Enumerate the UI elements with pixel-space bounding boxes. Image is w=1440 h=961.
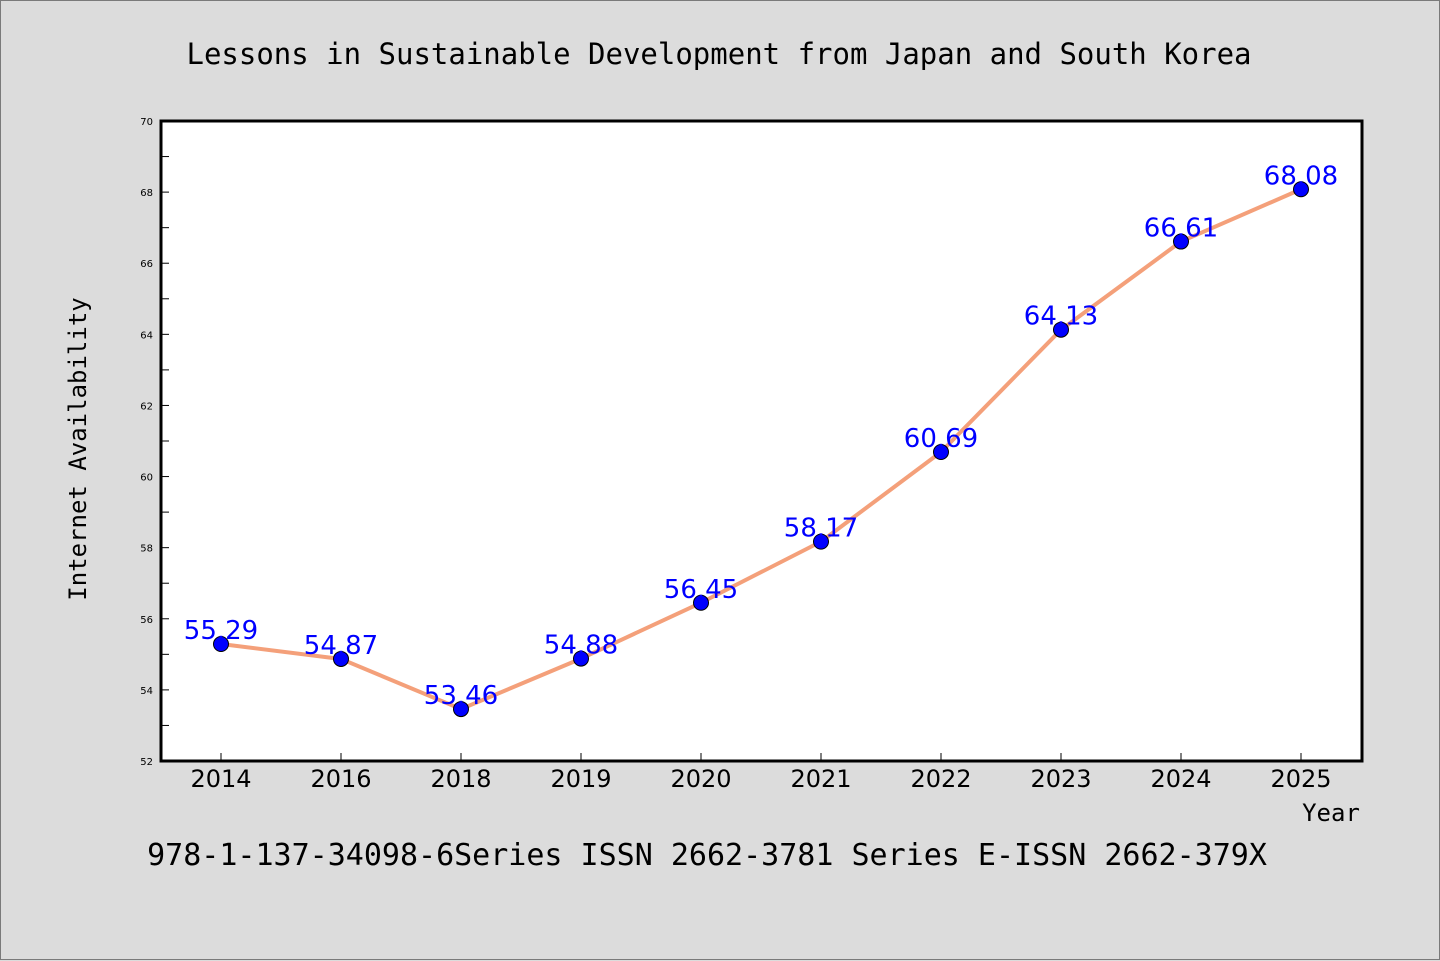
x-tick-label: 2014 xyxy=(190,765,251,793)
x-tick-label: 2024 xyxy=(1150,765,1211,793)
x-axis-label: Year xyxy=(1302,799,1360,827)
data-label: 53.46 xyxy=(424,681,498,711)
y-tick-label: 56 xyxy=(140,615,153,626)
y-tick-label: 54 xyxy=(140,686,153,697)
plot-area xyxy=(159,119,1364,763)
data-label: 54.88 xyxy=(544,631,618,661)
data-point xyxy=(1053,321,1069,338)
data-label: 60.69 xyxy=(904,424,978,454)
series-group: 55.29 54.87 53.46 54.88 56.45 58.17 60.69 64.13… xyxy=(184,161,1338,718)
data-point xyxy=(1293,181,1309,198)
y-tick-label: 64 xyxy=(140,330,153,341)
x-tick-label: 2021 xyxy=(790,765,851,793)
x-axis: 2014 2016 2018 2019 2020 2021 2022 2023 2024 2025 xyxy=(190,753,1332,793)
y-tick-label: 52 xyxy=(140,757,153,768)
x-tick-label: 2022 xyxy=(910,765,971,793)
y-tick-label: 58 xyxy=(140,544,153,555)
data-point xyxy=(573,650,589,667)
data-label: 68.08 xyxy=(1264,161,1338,191)
x-tick-label: 2025 xyxy=(1270,765,1331,793)
chart-title: Lessons in Sustainable Development from … xyxy=(186,37,1251,71)
x-tick-label: 2018 xyxy=(430,765,491,793)
series-line xyxy=(219,187,1303,712)
x-tick-label: 2019 xyxy=(550,765,611,793)
x-tick-label: 2023 xyxy=(1030,765,1091,793)
footer-isbn-issn: 978-1-137-34098-6Series ISSN 2662-3781 S… xyxy=(147,838,1267,873)
data-point xyxy=(813,533,829,550)
data-label: 55.29 xyxy=(184,616,258,646)
data-label: 54.87 xyxy=(304,631,378,661)
x-tick-label: 2016 xyxy=(310,765,371,793)
y-tick-label: 70 xyxy=(140,117,153,128)
data-point xyxy=(213,636,229,653)
data-label: 64.13 xyxy=(1024,302,1098,332)
data-point xyxy=(693,594,709,611)
y-tick-label: 60 xyxy=(140,473,153,484)
data-label: 66.61 xyxy=(1144,214,1218,244)
data-point xyxy=(933,444,949,461)
y-tick-label: 66 xyxy=(140,259,153,270)
x-tick-label: 2020 xyxy=(670,765,731,793)
y-axis: 52 54 56 58 60 62 64 66 68 70 xyxy=(140,117,169,768)
data-point xyxy=(333,650,349,667)
y-axis-label: Internet Availability xyxy=(64,297,92,600)
y-tick-label: 62 xyxy=(140,401,153,412)
y-tick-label: 68 xyxy=(140,188,153,199)
data-label: 56.45 xyxy=(664,575,738,605)
data-label: 58.17 xyxy=(784,514,858,544)
data-point xyxy=(453,701,469,718)
data-point xyxy=(1173,233,1189,250)
